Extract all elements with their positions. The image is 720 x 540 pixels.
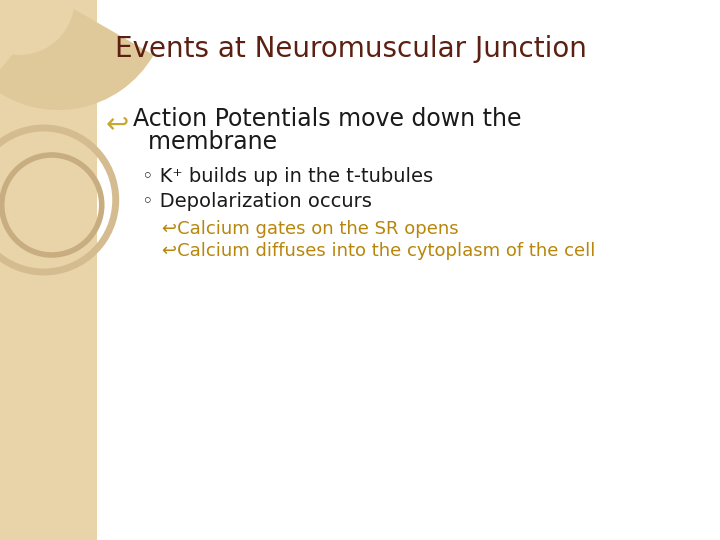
Text: ↩: ↩: [105, 110, 128, 138]
Wedge shape: [1, 0, 74, 55]
Text: ◦ K⁺ builds up in the t-tubules: ◦ K⁺ builds up in the t-tubules: [142, 167, 433, 186]
Bar: [0, 0, 97, 540]
Text: ↩Calcium diffuses into the cytoplasm of the cell: ↩Calcium diffuses into the cytoplasm of …: [162, 242, 595, 260]
Wedge shape: [0, 0, 153, 110]
Text: Events at Neuromuscular Junction: Events at Neuromuscular Junction: [115, 35, 587, 63]
Text: ◦ Depolarization occurs: ◦ Depolarization occurs: [142, 192, 372, 211]
Text: Action Potentials move down the: Action Potentials move down the: [133, 107, 522, 131]
Text: ↩Calcium gates on the SR opens: ↩Calcium gates on the SR opens: [162, 220, 459, 238]
Text: membrane: membrane: [133, 130, 277, 154]
